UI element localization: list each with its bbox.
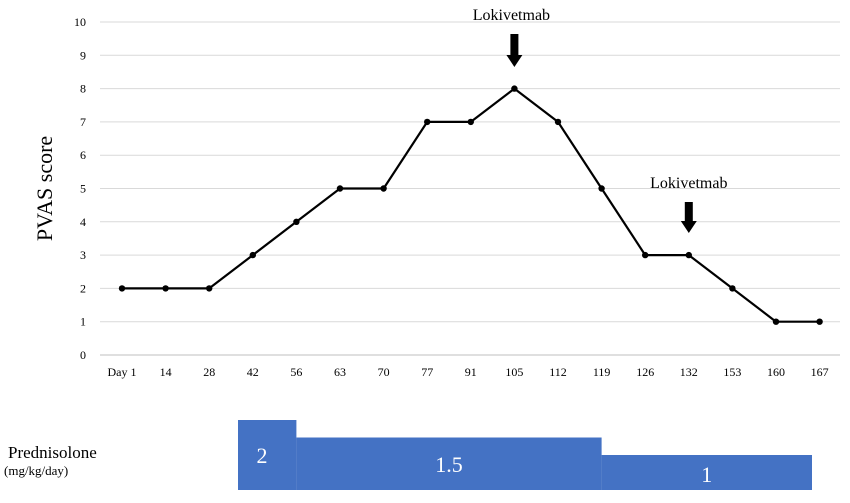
x-tick-label: 132 (680, 365, 698, 379)
data-point (816, 318, 823, 325)
x-tick-label: 56 (290, 365, 302, 379)
x-tick-label: 119 (593, 365, 611, 379)
y-tick-labels: 0 1 2 3 4 5 6 7 8 9 10 (74, 15, 86, 362)
y-tick-label: 6 (80, 148, 86, 162)
y-tick-label: 3 (80, 248, 86, 262)
data-point (685, 251, 692, 259)
dose-label: 1.5 (435, 452, 463, 477)
prednisolone-dose-bands: 2 1.5 1 (238, 420, 812, 490)
dose-label: 1 (701, 462, 712, 487)
x-tick-label: 112 (549, 365, 567, 379)
data-point (424, 118, 431, 126)
y-tick-label: 7 (80, 115, 86, 129)
prednisolone-label: Prednisolone (8, 443, 97, 462)
data-point (554, 118, 562, 126)
annotation-label: Lokivetmab (473, 7, 550, 24)
dose-band (296, 437, 602, 490)
data-point (772, 318, 780, 325)
x-tick-label: 126 (636, 365, 654, 379)
data-point (162, 285, 169, 292)
x-tick-label: 105 (505, 365, 523, 379)
x-tick-label: 160 (767, 365, 785, 379)
x-tick-label: 63 (334, 365, 346, 379)
y-tick-label: 10 (74, 15, 86, 29)
x-tick-label: 14 (160, 365, 172, 379)
data-point (118, 285, 126, 292)
y-axis-label: PVAS score (32, 136, 57, 241)
x-tick-label: 77 (421, 365, 433, 379)
y-tick-label: 8 (80, 82, 86, 96)
y-tick-label: 5 (80, 182, 86, 196)
dose-band (601, 455, 812, 490)
data-point (598, 185, 605, 192)
x-tick-label: 70 (378, 365, 390, 379)
data-point (249, 251, 256, 259)
x-tick-labels: Day 1 14 28 42 56 63 70 77 91 105 112 119 126 132 153 1… (108, 365, 829, 379)
x-tick-label: 28 (203, 365, 215, 379)
y-tick-label: 1 (80, 315, 86, 329)
data-point (511, 85, 518, 92)
dose-band (238, 420, 297, 490)
prednisolone-unit: (mg/kg/day) (4, 463, 69, 478)
gridlines (100, 21, 840, 356)
y-tick-label: 9 (80, 48, 86, 62)
dose-label: 2 (257, 443, 268, 468)
annotation-label: Lokivetmab (650, 175, 727, 192)
data-point (467, 118, 474, 126)
x-tick-label: 91 (465, 365, 477, 379)
data-point (380, 185, 387, 192)
x-tick-label: Day 1 (108, 365, 137, 379)
data-point (206, 285, 213, 292)
annotations: Lokivetmab Lokivetmab (473, 7, 727, 233)
y-tick-label: 4 (80, 215, 86, 229)
x-tick-label: 167 (811, 365, 829, 379)
down-arrow-icon (506, 34, 523, 67)
data-point (293, 218, 300, 225)
y-tick-label: 2 (80, 281, 86, 295)
data-point (642, 251, 649, 259)
data-point (336, 185, 344, 192)
data-point (729, 285, 736, 292)
down-arrow-icon (680, 202, 697, 233)
data-points (118, 85, 823, 325)
y-tick-label: 0 (80, 348, 86, 362)
x-tick-label: 42 (247, 365, 259, 379)
x-tick-label: 153 (723, 365, 741, 379)
